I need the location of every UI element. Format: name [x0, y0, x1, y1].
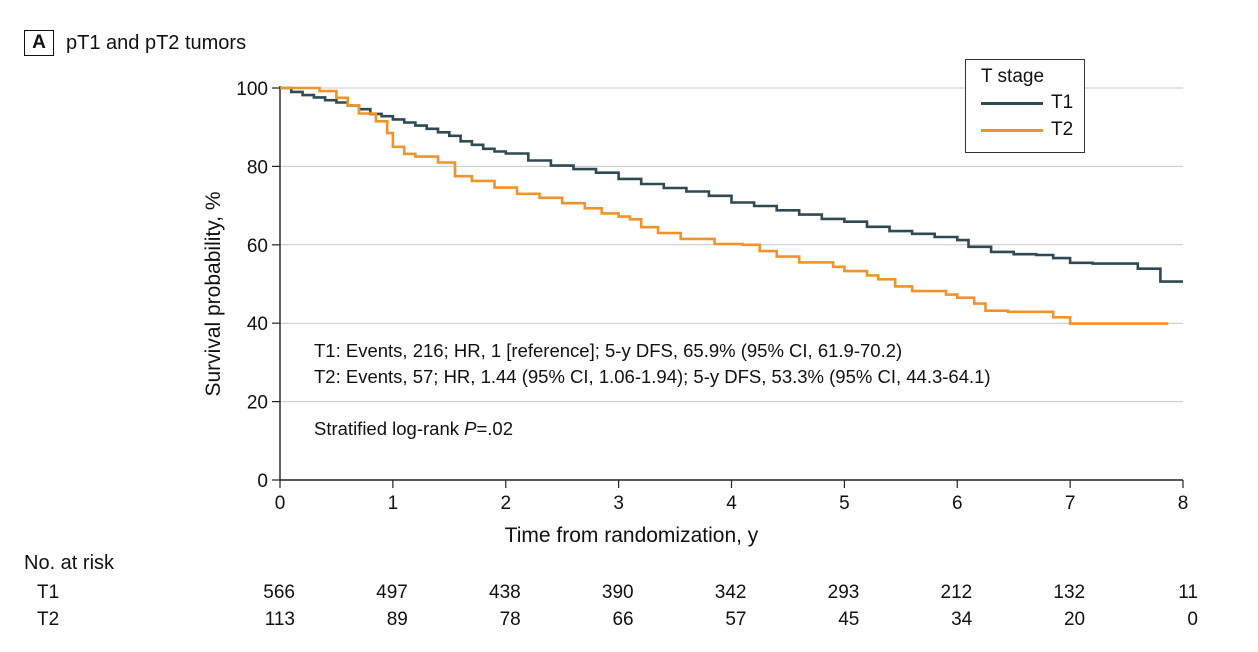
annotation-t2-stats: T2: Events, 57; HR, 1.44 (95% CI, 1.06-1…: [314, 366, 991, 387]
y-axis-title: Survival probability, %: [202, 191, 225, 396]
ytick-label: 60: [247, 236, 268, 257]
risk-row-label-t1: T1: [37, 582, 60, 603]
legend-item-t2: T2: [981, 118, 1081, 142]
xtick-label: 0: [275, 493, 286, 514]
risk-cell-t1: 497: [376, 582, 408, 603]
risk-cell-t2: 89: [386, 609, 408, 630]
risk-cell-t1: 390: [601, 582, 634, 603]
legend-swatch-t1: [981, 102, 1043, 105]
risk-cell-t1: 132: [1053, 582, 1086, 603]
panel-title: pT1 and pT2 tumors: [66, 32, 247, 54]
axis-labels: 0 20 40 60 80 100 0 1 2 3 4 5 6 7 8 Time from randomiza…: [202, 79, 1188, 547]
series-line-t1: [280, 86, 1183, 283]
legend-label-t2: T2: [1051, 119, 1074, 140]
risk-cell-t2: 20: [1063, 609, 1086, 630]
legend: T stage T1 T2: [965, 59, 1085, 153]
x-axis-title: Time from randomization, y: [505, 524, 759, 547]
legend-swatch-t2: [981, 129, 1043, 132]
risk-cell-t1: 438: [489, 582, 521, 603]
ytick-label: 0: [257, 471, 268, 492]
xtick-label: 6: [952, 493, 963, 514]
legend-label-t1: T1: [1051, 92, 1074, 113]
xtick-label: 4: [726, 493, 737, 514]
ytick-label: 80: [247, 157, 268, 178]
risk-row-label-t2: T2: [37, 609, 60, 630]
ytick-label: 100: [236, 79, 268, 100]
legend-item-t1: T1: [981, 91, 1081, 115]
legend-title: T stage: [981, 66, 1045, 87]
annotation-logrank: Stratified log-rank P=.02: [314, 417, 513, 441]
risk-cell-t1: 212: [940, 582, 973, 603]
risk-cell-t2: 66: [612, 609, 634, 630]
risk-cell-t2: 0: [1187, 609, 1198, 630]
ytick-label: 40: [247, 314, 268, 335]
risk-cell-t2: 78: [499, 609, 521, 630]
xtick-label: 5: [839, 493, 850, 514]
series-line-t2: [280, 86, 1169, 325]
xtick-label: 1: [388, 493, 399, 514]
risk-cell-t2: 113: [264, 609, 295, 630]
logrank-p-symbol: P: [464, 418, 477, 439]
panel-letter: A: [24, 30, 54, 56]
xtick-label: 8: [1178, 493, 1189, 514]
risk-cell-t1: 11: [1178, 582, 1198, 603]
logrank-value: =.02: [476, 418, 513, 439]
risk-cell-t2: 57: [725, 609, 747, 630]
risk-cell-t1: 293: [827, 582, 860, 603]
xtick-label: 7: [1065, 493, 1076, 514]
risk-cell-t2: 34: [951, 609, 973, 630]
risk-table-title: No. at risk: [24, 552, 115, 574]
risk-cell-t1: 566: [263, 582, 295, 603]
xtick-label: 3: [613, 493, 624, 514]
risk-cell-t2: 45: [838, 609, 860, 630]
annotation-t1-stats: T1: Events, 216; HR, 1 [reference]; 5-y …: [314, 340, 903, 361]
axes: [272, 86, 1184, 488]
logrank-prefix: Stratified log-rank: [314, 418, 465, 439]
ytick-label: 20: [247, 393, 268, 414]
risk-cell-t1: 342: [714, 582, 747, 603]
xtick-label: 2: [500, 493, 511, 514]
series-lines: [280, 86, 1183, 325]
